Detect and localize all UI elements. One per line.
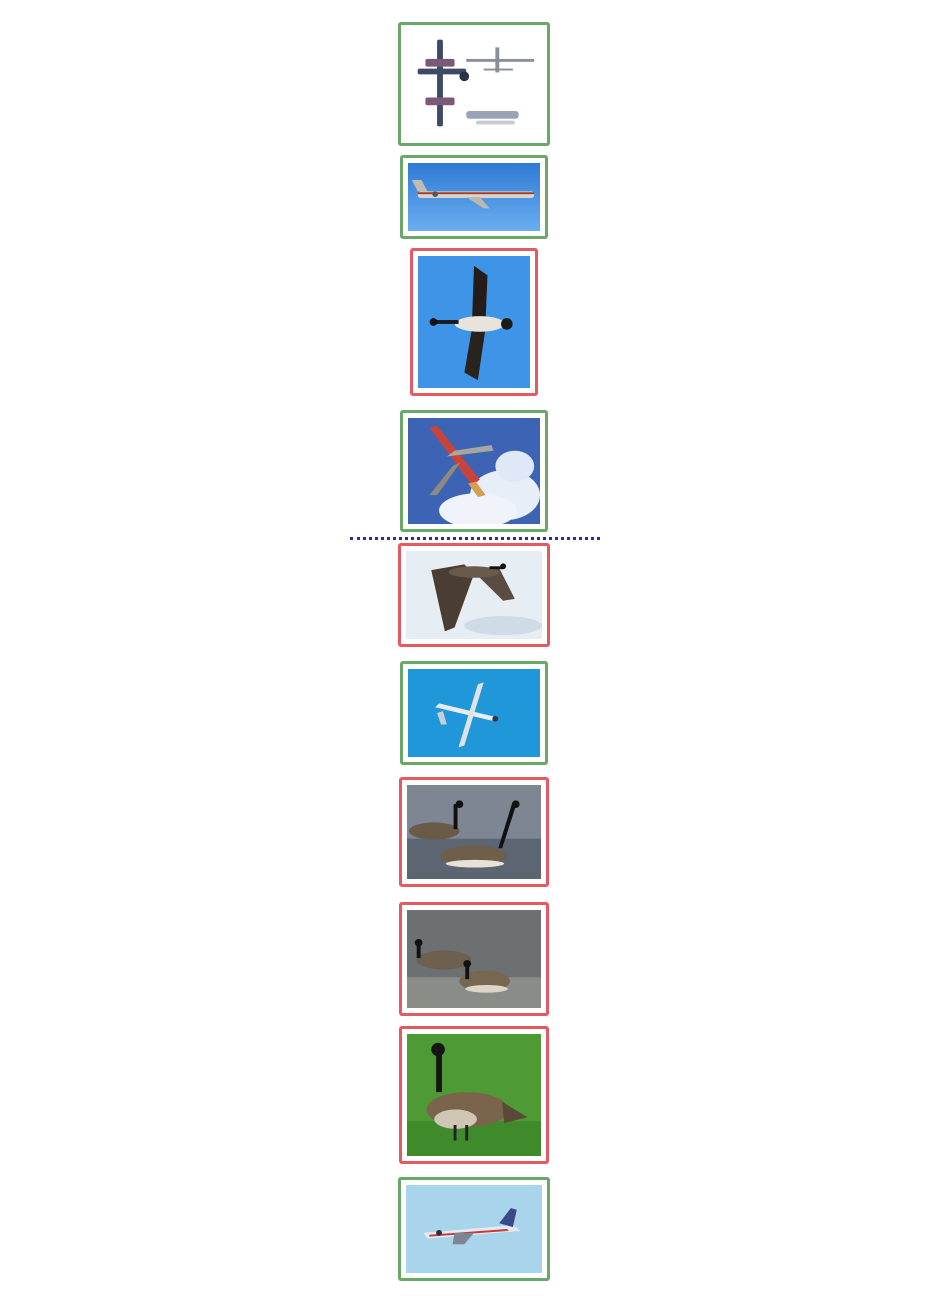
ranking-cutoff-divider (350, 537, 600, 540)
result-tile-6[interactable] (400, 661, 548, 765)
goose-flying-image (418, 256, 530, 388)
result-tile-10[interactable] (398, 1177, 550, 1281)
result-tile-9[interactable] (399, 1026, 549, 1164)
airliner-image (408, 163, 540, 231)
result-tile-4[interactable] (400, 410, 548, 532)
jet-trainer-image (406, 1185, 542, 1273)
result-tile-8[interactable] (399, 902, 549, 1016)
goose-flying-snow-image (406, 551, 542, 639)
result-tile-2[interactable] (400, 155, 548, 239)
result-tile-5[interactable] (398, 543, 550, 647)
airliner-underside-image (408, 418, 540, 524)
result-tile-1[interactable] (398, 22, 550, 146)
propeller-plane-image (408, 669, 540, 757)
result-tile-3[interactable] (410, 248, 538, 396)
result-tile-7[interactable] (399, 777, 549, 887)
geese-water-image (407, 910, 541, 1008)
goose-grass-image (407, 1034, 541, 1156)
geese-swimming-image (407, 785, 541, 879)
aircraft-collage-image (406, 30, 542, 138)
